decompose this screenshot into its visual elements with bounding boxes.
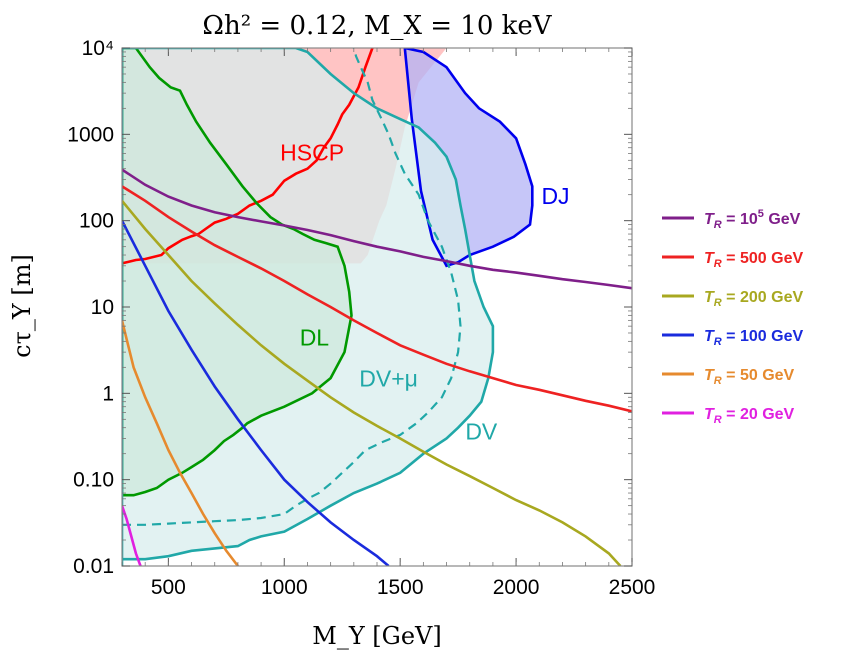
y-tick-label: 100	[79, 210, 114, 233]
y-tick-label: 1	[102, 382, 114, 405]
legend: TR = 105 GeV TR = 500 GeV TR = 200 GeV TR =…	[662, 208, 803, 426]
series-line-4	[122, 320, 239, 566]
y-tick-label: 0.10	[73, 469, 114, 492]
region-label-2: DL	[300, 324, 330, 350]
y-tick-label: 1000	[67, 123, 114, 146]
region-dj-boundary	[403, 48, 534, 268]
x-tick-label: 2000	[493, 576, 540, 599]
region-dv-mu-dashed-boundary	[122, 48, 462, 526]
series-line-0	[122, 168, 632, 290]
legend-entry-label: TR = 105 GeV	[704, 208, 801, 231]
region-hscp-boundary	[122, 48, 374, 265]
series-line-5	[122, 505, 142, 566]
y-tick-label: 0.01	[73, 555, 114, 578]
region-labels-group: HSCP DJ DL DV DV+μ	[280, 139, 569, 444]
series-lines-group	[122, 168, 632, 566]
legend-entry-label: TR = 200 GeV	[704, 289, 803, 309]
region-label-1: DJ	[541, 183, 569, 209]
region-label-4: DV+μ	[359, 366, 418, 392]
y-tick-label: 10⁴	[82, 37, 114, 60]
region-dv-boundary	[122, 48, 495, 566]
series-line-3	[122, 220, 390, 566]
series-line-1	[122, 185, 632, 413]
axis-ticks-group: 500 1000 1500 2000 2500 0.01 0.10 1 10 100 1000 10⁴	[67, 37, 655, 599]
legend-entry-label: TR = 50 GeV	[704, 367, 795, 387]
x-tick-label: 1000	[261, 576, 308, 599]
y-axis-label: cτ_Y [m]	[8, 254, 36, 358]
x-tick-label: 500	[151, 576, 186, 599]
region-label-0: HSCP	[280, 139, 344, 165]
region-dv-fill	[122, 48, 493, 566]
region-dl-boundary	[122, 48, 353, 497]
legend-entry-label: TR = 500 GeV	[704, 250, 803, 270]
chart-title: Ωh² = 0.12, M_X = 10 keV	[202, 11, 552, 41]
legend-entry-label: TR = 100 GeV	[704, 328, 803, 348]
regions-group	[122, 48, 534, 566]
x-tick-label: 2500	[609, 576, 656, 599]
x-tick-label: 1500	[377, 576, 424, 599]
legend-entry-label: TR = 20 GeV	[704, 406, 795, 426]
region-label-3: DV	[465, 419, 498, 445]
x-axis-label: M_Y [GeV]	[312, 622, 441, 650]
y-tick-label: 10	[91, 296, 114, 319]
series-line-2	[122, 199, 622, 566]
